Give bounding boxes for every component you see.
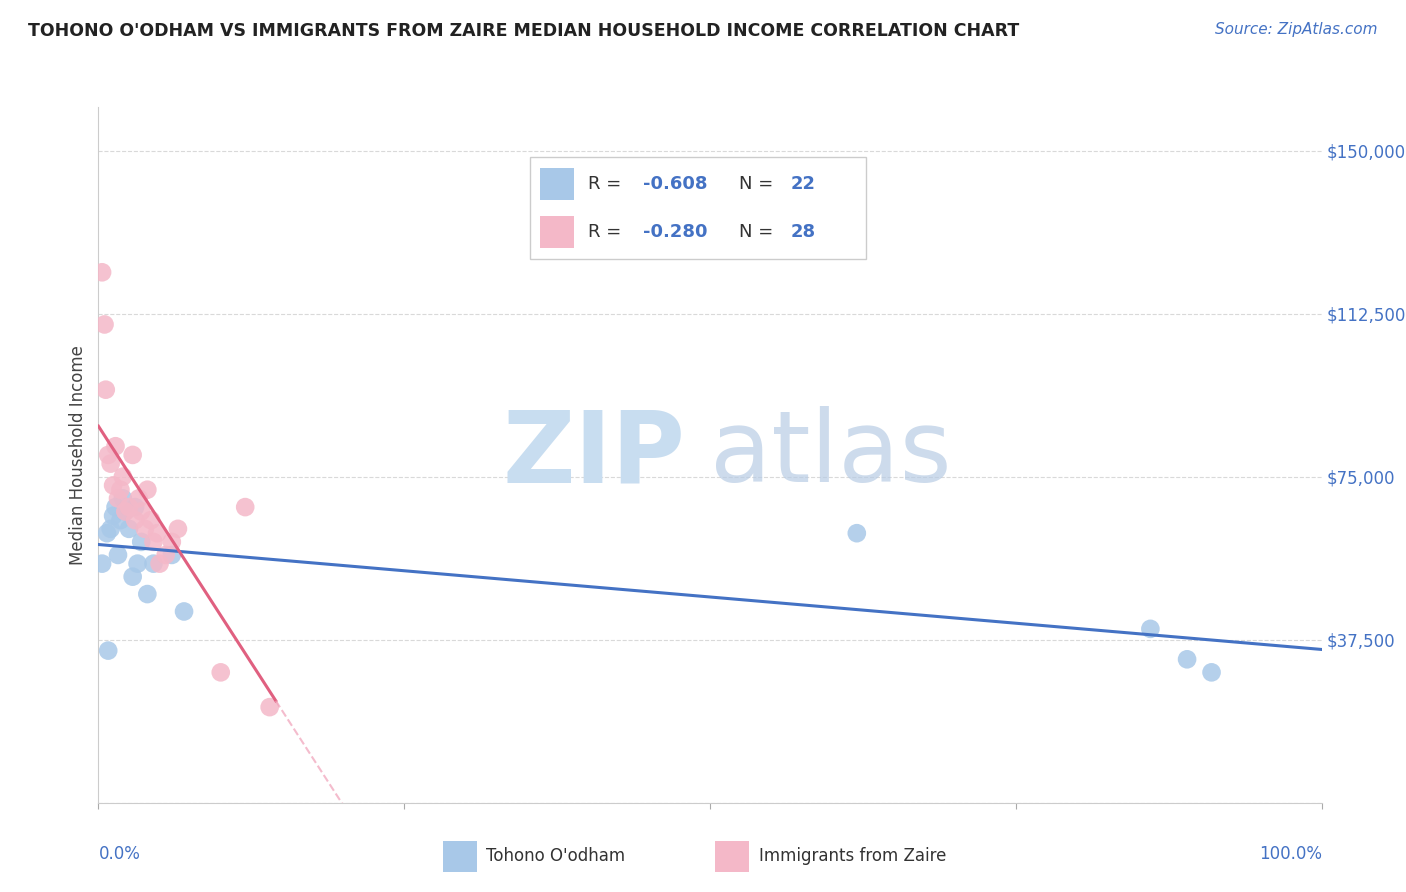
- Y-axis label: Median Household Income: Median Household Income: [69, 345, 87, 565]
- Text: Source: ZipAtlas.com: Source: ZipAtlas.com: [1215, 22, 1378, 37]
- Point: [93, 318, 115, 332]
- Point: [107, 491, 129, 506]
- Point: [104, 439, 127, 453]
- Point: [111, 469, 134, 483]
- Point: [104, 500, 127, 514]
- Point: [91, 557, 114, 571]
- Point: [134, 522, 156, 536]
- Point: [845, 526, 868, 541]
- Point: [136, 587, 159, 601]
- Point: [149, 557, 172, 571]
- Point: [233, 500, 256, 514]
- Bar: [540, 169, 575, 200]
- Point: [97, 643, 120, 657]
- Point: [142, 557, 165, 571]
- Point: [259, 700, 281, 714]
- Point: [110, 513, 132, 527]
- Point: [209, 665, 232, 680]
- Point: [1139, 622, 1161, 636]
- Point: [110, 483, 132, 497]
- Point: [114, 504, 136, 518]
- Text: 0.0%: 0.0%: [98, 845, 141, 863]
- Point: [91, 265, 114, 279]
- Point: [118, 522, 141, 536]
- Point: [100, 522, 122, 536]
- Point: [129, 504, 152, 518]
- Text: atlas: atlas: [710, 407, 952, 503]
- Bar: [716, 840, 749, 872]
- Point: [124, 500, 146, 514]
- Bar: [540, 216, 575, 248]
- Point: [128, 491, 150, 506]
- Point: [121, 448, 143, 462]
- Point: [124, 513, 146, 527]
- Point: [121, 570, 143, 584]
- Text: -0.608: -0.608: [643, 175, 707, 193]
- Point: [114, 504, 136, 518]
- Text: N =: N =: [740, 175, 779, 193]
- Text: -0.280: -0.280: [643, 223, 707, 241]
- Point: [173, 605, 195, 619]
- Text: TOHONO O'ODHAM VS IMMIGRANTS FROM ZAIRE MEDIAN HOUSEHOLD INCOME CORRELATION CHAR: TOHONO O'ODHAM VS IMMIGRANTS FROM ZAIRE …: [28, 22, 1019, 40]
- Point: [146, 526, 169, 541]
- Text: 100.0%: 100.0%: [1258, 845, 1322, 863]
- FancyBboxPatch shape: [530, 157, 866, 259]
- Bar: [443, 840, 477, 872]
- Text: ZIP: ZIP: [503, 407, 686, 503]
- Point: [94, 383, 117, 397]
- Point: [1175, 652, 1198, 666]
- Point: [127, 557, 149, 571]
- Text: Immigrants from Zaire: Immigrants from Zaire: [759, 847, 946, 865]
- Text: R =: R =: [588, 175, 627, 193]
- Point: [1201, 665, 1223, 680]
- Point: [111, 491, 134, 506]
- Text: 22: 22: [790, 175, 815, 193]
- Point: [129, 535, 152, 549]
- Text: Tohono O'odham: Tohono O'odham: [486, 847, 626, 865]
- Point: [118, 500, 141, 514]
- Point: [136, 483, 159, 497]
- Point: [155, 548, 177, 562]
- Point: [160, 548, 183, 562]
- Point: [101, 508, 124, 523]
- Text: N =: N =: [740, 223, 779, 241]
- Point: [101, 478, 124, 492]
- Text: 28: 28: [790, 223, 815, 241]
- Point: [96, 526, 118, 541]
- Point: [139, 513, 162, 527]
- Text: R =: R =: [588, 223, 627, 241]
- Point: [97, 448, 120, 462]
- Point: [107, 548, 129, 562]
- Point: [160, 535, 183, 549]
- Point: [142, 535, 165, 549]
- Point: [167, 522, 190, 536]
- Point: [100, 457, 122, 471]
